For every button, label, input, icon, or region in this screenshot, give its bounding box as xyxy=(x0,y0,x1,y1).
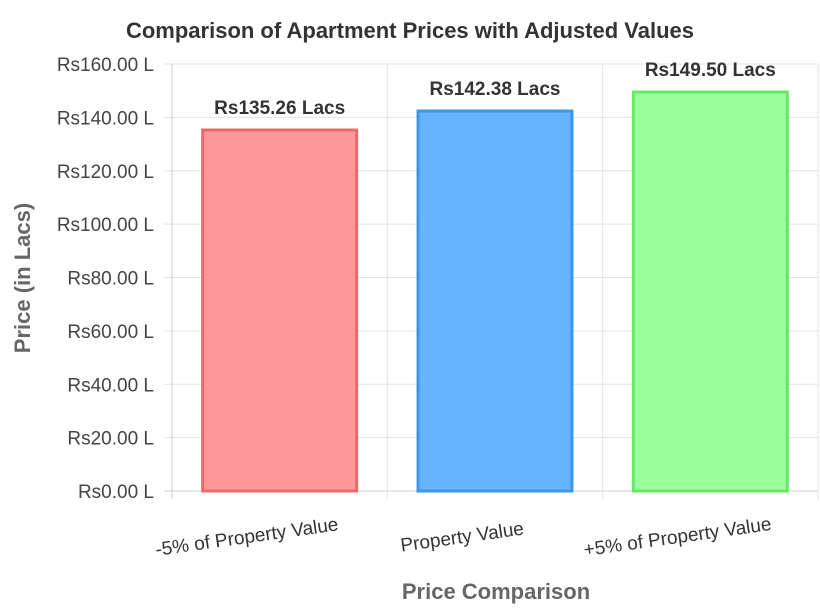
y-tick-labels: Rs0.00 L Rs20.00 L Rs40.00 L Rs60.00 L Rs80.… xyxy=(57,55,154,503)
bar-data-label: Rs149.50 Lacs xyxy=(645,60,776,81)
y-tick-label: Rs60.00 L xyxy=(67,322,154,343)
y-tick-label: Rs20.00 L xyxy=(67,429,154,450)
y-tick-label: Rs80.00 L xyxy=(67,269,154,290)
bars xyxy=(201,90,789,493)
y-tick-label: Rs40.00 L xyxy=(67,375,154,396)
y-tick-label: Rs160.00 L xyxy=(57,55,154,76)
y-tick-label: Rs120.00 L xyxy=(57,162,154,183)
y-axis-title: Price (in Lacs) xyxy=(10,203,35,353)
bar xyxy=(631,90,789,493)
x-category-label: Property Value xyxy=(399,519,525,557)
y-tick-label: Rs140.00 L xyxy=(57,108,154,129)
x-axis-title: Price Comparison xyxy=(402,579,590,604)
y-tick-label: Rs0.00 L xyxy=(78,482,154,503)
x-category-label: +5% of Property Value xyxy=(582,514,772,561)
bar-data-label: Rs135.26 Lacs xyxy=(214,98,345,119)
y-tick-label: Rs100.00 L xyxy=(57,215,154,236)
bar xyxy=(201,128,359,493)
bar-data-label: Rs142.38 Lacs xyxy=(430,79,561,100)
x-category-labels: -5% of Property Value Property Value +5% o… xyxy=(154,514,773,561)
bar xyxy=(416,109,574,493)
bar-data-labels: Rs135.26 Lacs Rs142.38 Lacs Rs149.50 Lacs xyxy=(214,60,776,119)
chart-title: Comparison of Apartment Prices with Adju… xyxy=(126,18,694,43)
x-category-label: -5% of Property Value xyxy=(154,514,340,560)
